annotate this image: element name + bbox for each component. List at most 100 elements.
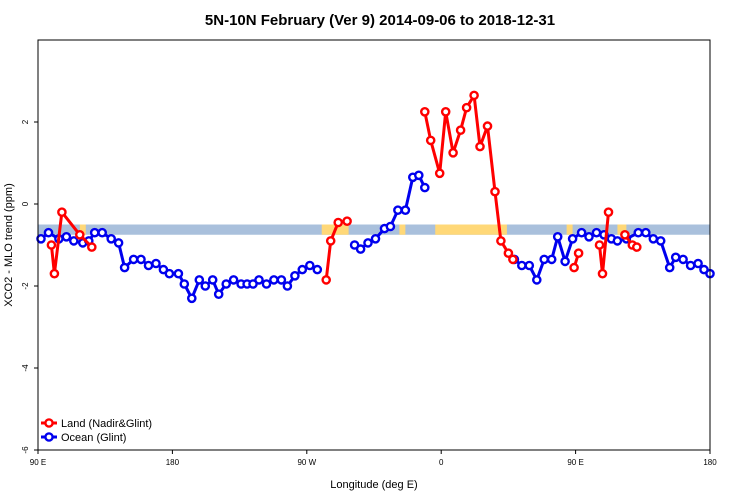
data-point (455, 125, 466, 135)
data-point (584, 231, 594, 242)
legend-ocean-marker (44, 432, 54, 442)
data-point (524, 260, 535, 271)
data-point (632, 242, 642, 252)
data-point (97, 227, 107, 238)
data-point (89, 227, 100, 238)
data-point (179, 279, 190, 289)
data-point (36, 233, 46, 244)
series-line (423, 93, 515, 261)
legend-land-label: Land (Nadir&Glint) (61, 418, 152, 430)
y-axis-label: XCO2 - MLO trend (ppm) (3, 183, 15, 306)
data-point (419, 182, 430, 193)
data-point (532, 275, 542, 285)
data-point (106, 233, 116, 244)
data-point (221, 279, 231, 289)
data-point (69, 236, 79, 246)
data-point (304, 260, 315, 271)
y-tick-label: 0 (21, 201, 30, 206)
x-axis: 90 E 180 90 W 0 90 E 180 (30, 450, 717, 467)
land-band-segment (435, 224, 507, 235)
data-point (594, 240, 605, 250)
data-point (297, 264, 308, 275)
data-point (591, 227, 602, 238)
data-point (567, 233, 578, 244)
data-point (670, 252, 681, 263)
data-point (469, 90, 479, 101)
data-point (576, 227, 587, 238)
land-band-segment (617, 224, 627, 235)
data-point (393, 205, 403, 215)
y-tick-label: -2 (21, 282, 30, 290)
data-point (43, 227, 54, 238)
legend: Land (Nadir&Glint) Ocean (Glint) (41, 418, 152, 444)
data-point (385, 221, 396, 232)
data-point (355, 244, 366, 254)
data-point (597, 268, 608, 279)
data-point (113, 238, 124, 248)
data-point (569, 262, 579, 273)
land-band-segment (566, 224, 573, 235)
data-point (128, 254, 139, 265)
data-point (546, 254, 557, 265)
data-point (419, 107, 430, 117)
data-point (482, 121, 493, 131)
data-point (503, 248, 514, 258)
x-tick-label: 0 (439, 458, 444, 467)
data-point (560, 256, 570, 267)
data-point (333, 217, 344, 228)
data-point (269, 275, 279, 285)
x-tick-label: 90 E (30, 458, 46, 467)
series-land (46, 90, 642, 285)
data-point (276, 275, 287, 285)
data-point (573, 248, 584, 258)
data-point (461, 102, 472, 113)
y-tick-label: -4 (21, 364, 30, 372)
data-point (496, 236, 506, 246)
data-point (194, 275, 205, 285)
data-point (400, 205, 411, 215)
data-point (75, 229, 85, 240)
data-point (655, 236, 666, 246)
data-point (508, 254, 518, 265)
x-axis-label: Longitude (deg E) (330, 479, 417, 491)
data-point (254, 275, 264, 285)
x-tick-label: 180 (166, 458, 180, 467)
series-ocean (36, 170, 715, 304)
data-point (475, 141, 485, 152)
data-point (228, 275, 239, 285)
land-band-segment (79, 224, 86, 235)
data-point (342, 216, 352, 226)
data-point (207, 275, 218, 285)
data-point (261, 279, 272, 289)
data-point (151, 258, 161, 269)
data-point (321, 275, 332, 285)
x-tick-label: 90 W (297, 458, 316, 467)
legend-ocean-label: Ocean (Glint) (61, 432, 126, 444)
y-axis: -6 -4 -2 0 2 (21, 119, 38, 454)
data-point (136, 254, 146, 265)
ocean-band (38, 224, 710, 235)
surface-band (38, 224, 710, 235)
data-point (413, 170, 424, 181)
data-point (448, 147, 458, 158)
data-point (539, 254, 550, 265)
data-point (143, 260, 154, 271)
y-tick-label: -6 (21, 446, 30, 454)
data-point (612, 236, 623, 246)
data-point (87, 242, 97, 252)
data-point (552, 231, 563, 242)
data-point (186, 293, 197, 304)
y-tick-label: 2 (21, 119, 30, 124)
chart-title: 5N-10N February (Ver 9) 2014-09-06 to 20… (205, 12, 555, 29)
data-point (282, 281, 293, 291)
x-tick-label: 180 (703, 458, 717, 467)
series-layer (36, 90, 715, 304)
data-point (440, 107, 451, 117)
data-point (164, 268, 175, 279)
data-point (664, 262, 675, 273)
data-point (325, 236, 336, 246)
data-point (46, 240, 57, 250)
data-point (678, 254, 688, 265)
data-point (434, 168, 445, 179)
